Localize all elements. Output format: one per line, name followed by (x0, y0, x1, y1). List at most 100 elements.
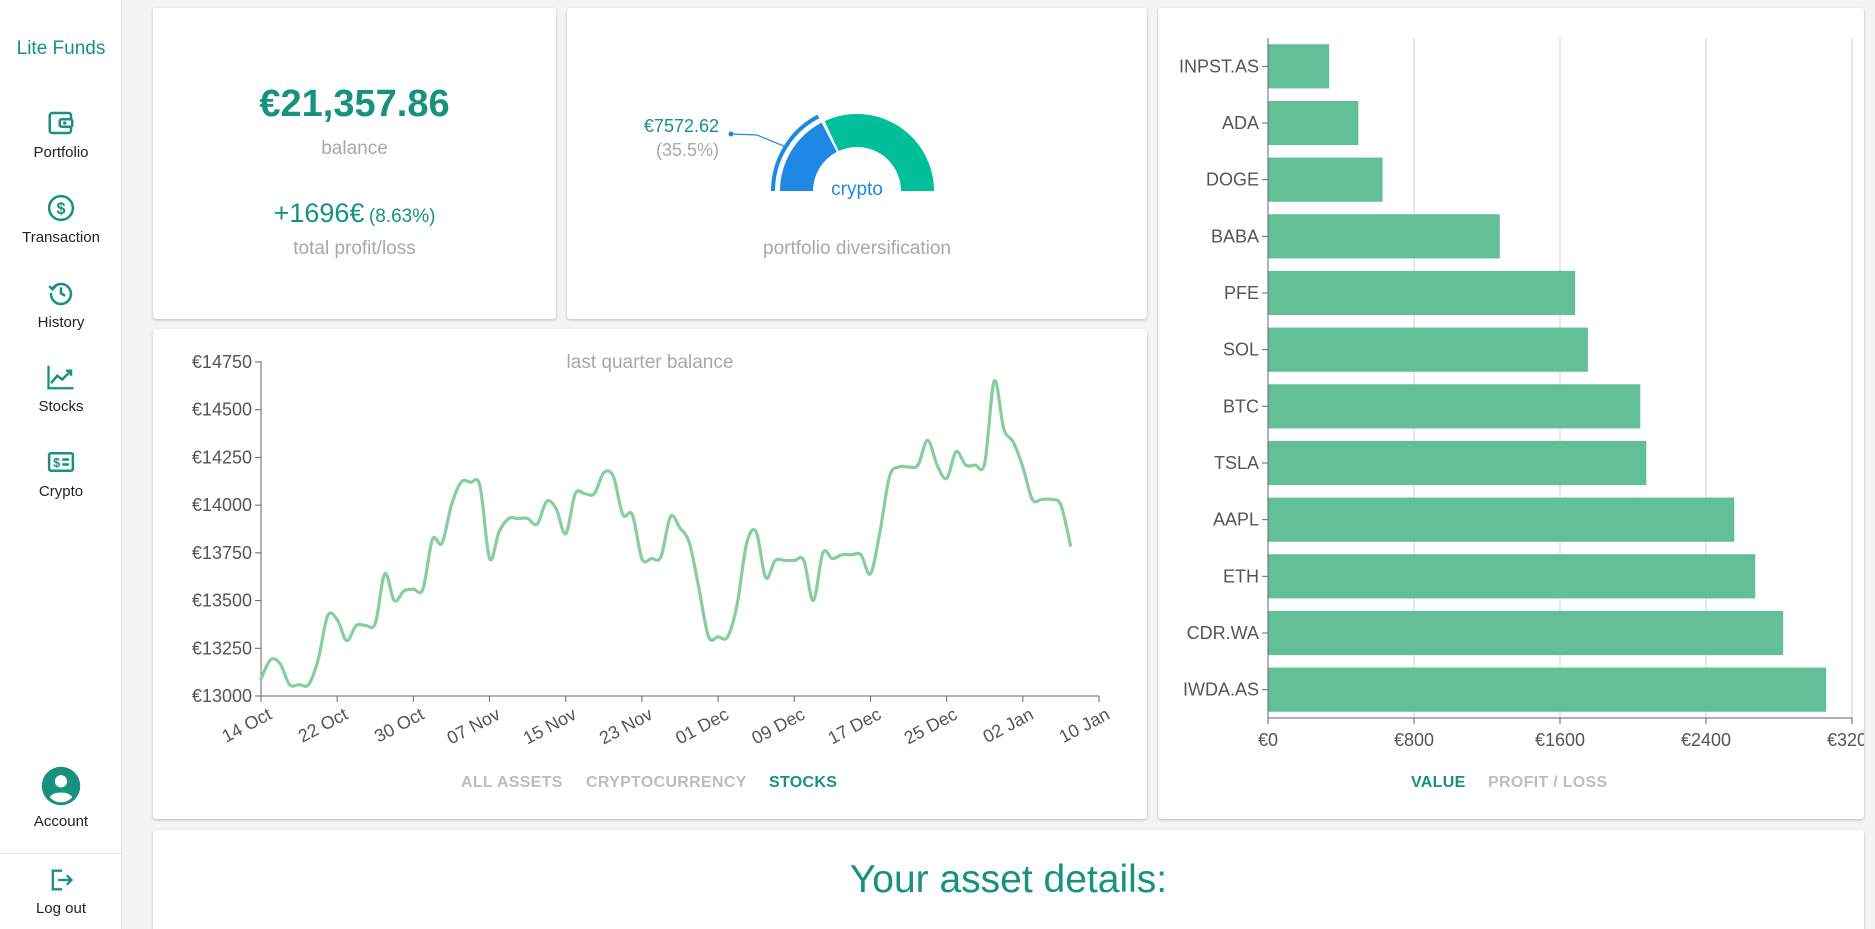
profit-label: total profit/loss (293, 238, 416, 259)
y-tick-label: €13750 (192, 543, 252, 563)
profit-value: +1696€ (273, 198, 365, 228)
wallet-icon (48, 111, 74, 135)
balance-value: €21,357.86 (259, 83, 450, 125)
bar-chart-bars (1268, 44, 1827, 712)
category-label: BTC (1223, 396, 1259, 416)
category-label: AAPL (1213, 510, 1259, 530)
bar-eth[interactable] (1268, 554, 1756, 599)
x-tick-label: 09 Dec (748, 704, 808, 748)
tab-value[interactable]: VALUE (1411, 774, 1466, 791)
account-circle-icon (41, 766, 81, 806)
gauge-stocks-slice[interactable] (824, 113, 934, 191)
category-label: INPST.AS (1179, 56, 1259, 76)
category-label: ADA (1222, 113, 1259, 133)
crypto-card-icon: $ (47, 452, 75, 472)
x-tick-label: 23 Nov (596, 704, 656, 748)
gauge-leader-dot (728, 131, 734, 137)
bar-tsla[interactable] (1268, 440, 1647, 486)
line-chart-y-axis: €13000 €13250 €13500 €13750 €14000 €14250 €145… (192, 352, 262, 706)
balance-label: balance (321, 138, 388, 159)
balance-card: €21,357.86 balance +1696€ (8.63%) total … (153, 8, 556, 319)
sidebar-item-label: Stocks (38, 398, 84, 415)
bar-inpst-as[interactable] (1268, 44, 1330, 89)
asset-details-card: Your asset details: (153, 830, 1864, 929)
sidebar-item-label: Portfolio (33, 144, 89, 161)
profit-percent: (8.63%) (368, 206, 436, 227)
diversification-card: €7572.62 (35.5%) crypto portfolio divers… (567, 8, 1147, 319)
bar-doge[interactable] (1268, 157, 1383, 202)
sidebar-item-transaction[interactable]: $ Transaction (0, 193, 122, 246)
x-tick-label: 07 Nov (444, 704, 504, 748)
x-tick-label: €0 (1258, 730, 1278, 750)
sidebar-item-account[interactable]: Account (0, 765, 122, 830)
bar-sol[interactable] (1268, 327, 1588, 372)
gauge-leader-line (730, 133, 788, 149)
bar-chart-tabs: VALUE PROFIT / LOSS (1158, 774, 1864, 796)
category-label: BABA (1211, 226, 1259, 246)
bar-baba[interactable] (1268, 214, 1500, 259)
sidebar-item-label: Crypto (38, 483, 84, 500)
gauge-center-label: crypto (831, 179, 883, 200)
asset-value-bar-chart[interactable]: €0 €800 €1600 €2400 €3200 INPST.AS ADA DOGE BABA… (1158, 8, 1864, 768)
tab-stocks[interactable]: STOCKS (769, 774, 838, 791)
sidebar-item-portfolio[interactable]: Portfolio (0, 108, 122, 161)
bar-pfe[interactable] (1268, 270, 1576, 316)
svg-text:$: $ (56, 200, 65, 218)
tab-profit-loss[interactable]: PROFIT / LOSS (1488, 774, 1608, 791)
app-title[interactable]: Lite Funds (16, 38, 106, 59)
line-series-stocks[interactable] (259, 379, 1073, 688)
bar-iwda-as[interactable] (1268, 667, 1827, 712)
gauge-crypto-highlight (771, 114, 820, 192)
y-tick-label: €14750 (192, 352, 252, 372)
bar-chart-grid (1413, 38, 1853, 718)
history-icon (48, 282, 73, 306)
tab-all-assets[interactable]: ALL ASSETS (461, 774, 563, 791)
x-tick-label: €2400 (1681, 730, 1731, 750)
bar-aapl[interactable] (1268, 497, 1735, 542)
gauge-amount: €7572.62 (644, 116, 719, 136)
sidebar-item-stocks[interactable]: Stocks (0, 362, 122, 415)
sidebar-item-label: Log out (35, 900, 87, 917)
sidebar-item-crypto[interactable]: $ Crypto (0, 447, 122, 500)
y-tick-label: €13250 (192, 638, 252, 658)
sidebar-item-logout[interactable]: Log out (0, 866, 122, 917)
balance-line-chart[interactable]: €13000 €13250 €13500 €13750 €14000 €14250 €145… (153, 329, 1147, 769)
x-tick-label: 01 Dec (672, 704, 732, 748)
profit-line: +1696€ (8.63%) (153, 198, 556, 229)
bar-ada[interactable] (1268, 100, 1359, 146)
category-label: TSLA (1214, 453, 1259, 473)
category-label: ETH (1223, 566, 1259, 586)
diversification-gauge: €7572.62 (35.5%) crypto (644, 113, 934, 200)
x-tick-label: 25 Dec (901, 704, 961, 748)
x-tick-label: 30 Oct (371, 704, 427, 747)
bar-chart-axes: €0 €800 €1600 €2400 €3200 INPST.AS ADA DOGE BABA… (1179, 38, 1864, 750)
category-label: IWDA.AS (1183, 680, 1259, 700)
x-tick-label: €800 (1394, 730, 1434, 750)
balance-chart-card (153, 329, 1147, 819)
bar-cdr-wa[interactable] (1268, 610, 1784, 656)
asset-details-title: Your asset details: (849, 858, 1168, 901)
sidebar-item-label: Account (33, 813, 89, 830)
tab-cryptocurrency[interactable]: CRYPTOCURRENCY (586, 774, 747, 791)
y-tick-label: €13500 (192, 591, 252, 611)
trending-up-icon (47, 365, 74, 390)
x-tick-label: 14 Oct (219, 704, 275, 747)
line-chart-title: last quarter balance (566, 352, 734, 373)
x-tick-label: 22 Oct (295, 704, 351, 747)
sidebar: Lite Funds Portfolio $ Transaction Histo… (0, 0, 122, 929)
logout-icon (51, 869, 74, 891)
sidebar-item-label: Transaction (22, 229, 100, 246)
x-tick-label: €1600 (1535, 730, 1585, 750)
y-tick-label: €14250 (192, 447, 252, 467)
y-tick-label: €14000 (192, 495, 252, 515)
x-tick-label: 17 Dec (825, 704, 885, 748)
y-tick-label: €14500 (192, 400, 252, 420)
category-label: DOGE (1206, 170, 1259, 190)
sidebar-item-history[interactable]: History (0, 278, 122, 331)
diversification-label: portfolio diversification (763, 238, 951, 259)
x-tick-label: 10 Jan (1056, 704, 1113, 747)
bar-btc[interactable] (1268, 384, 1641, 429)
dollar-circle-icon: $ (47, 194, 75, 222)
line-chart-tabs: ALL ASSETS CRYPTOCURRENCY STOCKS (153, 774, 1147, 796)
gauge-crypto-slice[interactable] (780, 122, 837, 191)
